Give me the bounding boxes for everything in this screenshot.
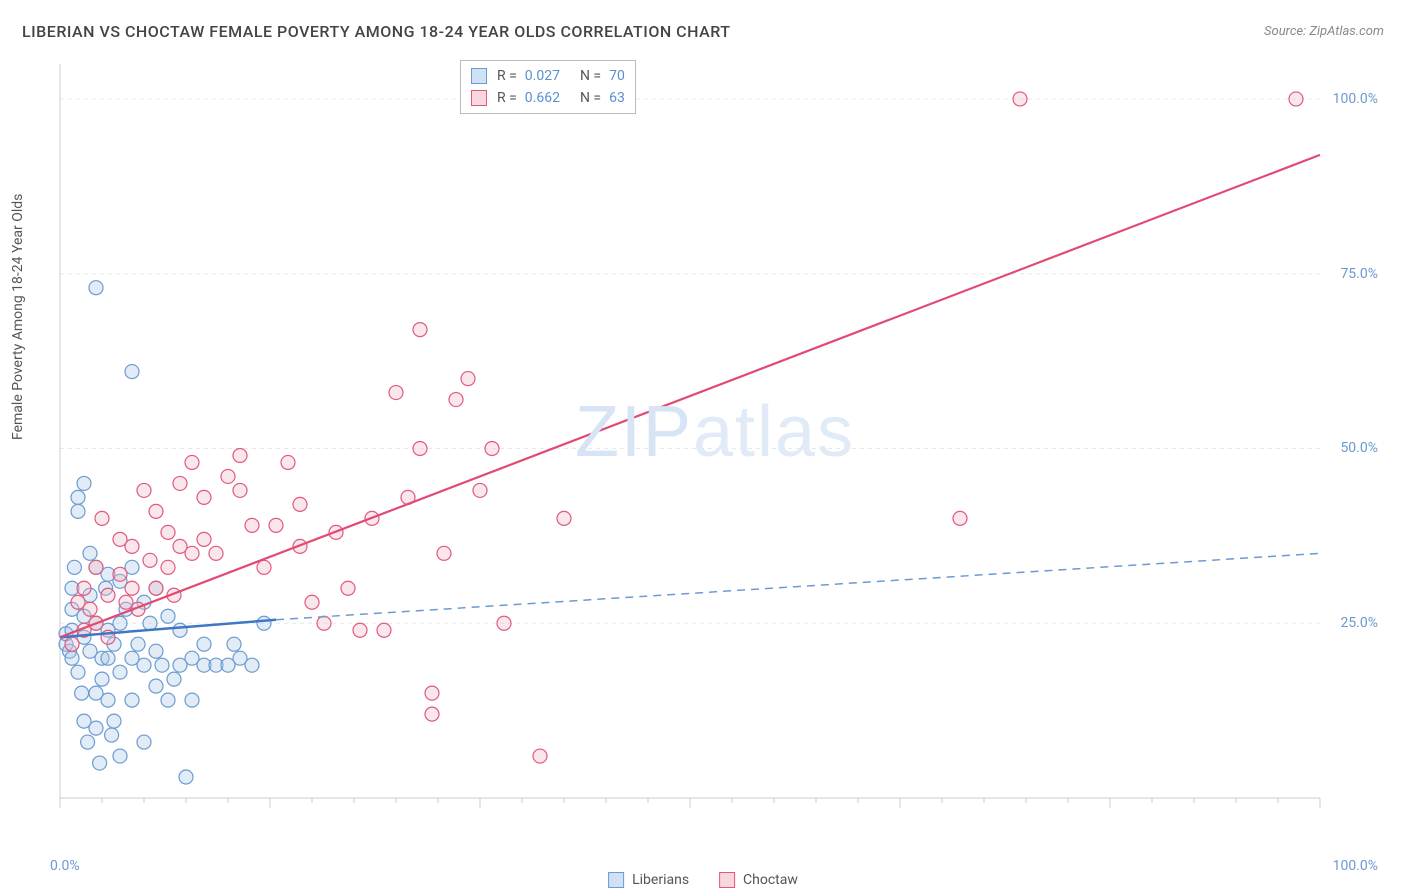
- r-label: R =: [497, 68, 517, 84]
- scatter-plot-svg: [50, 58, 1380, 838]
- r-value-liberians: 0.027: [525, 68, 560, 84]
- series-legend: Liberians Choctaw: [608, 872, 798, 888]
- y-tick-label: 50.0%: [1340, 440, 1378, 456]
- y-tick-label: 75.0%: [1340, 266, 1378, 282]
- n-value-liberians: 70: [609, 68, 625, 84]
- legend-item-liberians: Liberians: [608, 872, 689, 888]
- x-axis-min-label: 0.0%: [50, 858, 80, 874]
- n-value-choctaw: 63: [609, 90, 625, 106]
- y-tick-label: 25.0%: [1340, 615, 1378, 631]
- n-label: N =: [580, 90, 601, 106]
- legend-item-choctaw: Choctaw: [719, 872, 798, 888]
- legend-swatch-pink: [719, 872, 735, 888]
- legend-swatch-pink: [471, 90, 487, 106]
- source-attribution: Source: ZipAtlas.com: [1264, 24, 1384, 39]
- legend-swatch-blue: [471, 68, 487, 84]
- chart-container: LIBERIAN VS CHOCTAW FEMALE POVERTY AMONG…: [0, 0, 1406, 892]
- x-axis-max-label: 100.0%: [1333, 858, 1378, 874]
- legend-swatch-blue: [608, 872, 624, 888]
- y-axis-label: Female Poverty Among 18-24 Year Olds: [10, 194, 26, 440]
- y-tick-label: 100.0%: [1333, 91, 1378, 107]
- chart-title: LIBERIAN VS CHOCTAW FEMALE POVERTY AMONG…: [22, 22, 731, 41]
- legend-label-liberians: Liberians: [632, 872, 689, 888]
- legend-row-choctaw: R = 0.662 N = 63: [471, 87, 625, 109]
- plot-area: ZIPatlas: [50, 58, 1380, 838]
- correlation-legend: R = 0.027 N = 70 R = 0.662 N = 63: [460, 60, 636, 114]
- legend-row-liberians: R = 0.027 N = 70: [471, 65, 625, 87]
- n-label: N =: [580, 68, 601, 84]
- r-label: R =: [497, 90, 517, 106]
- legend-label-choctaw: Choctaw: [743, 872, 798, 888]
- r-value-choctaw: 0.662: [525, 90, 560, 106]
